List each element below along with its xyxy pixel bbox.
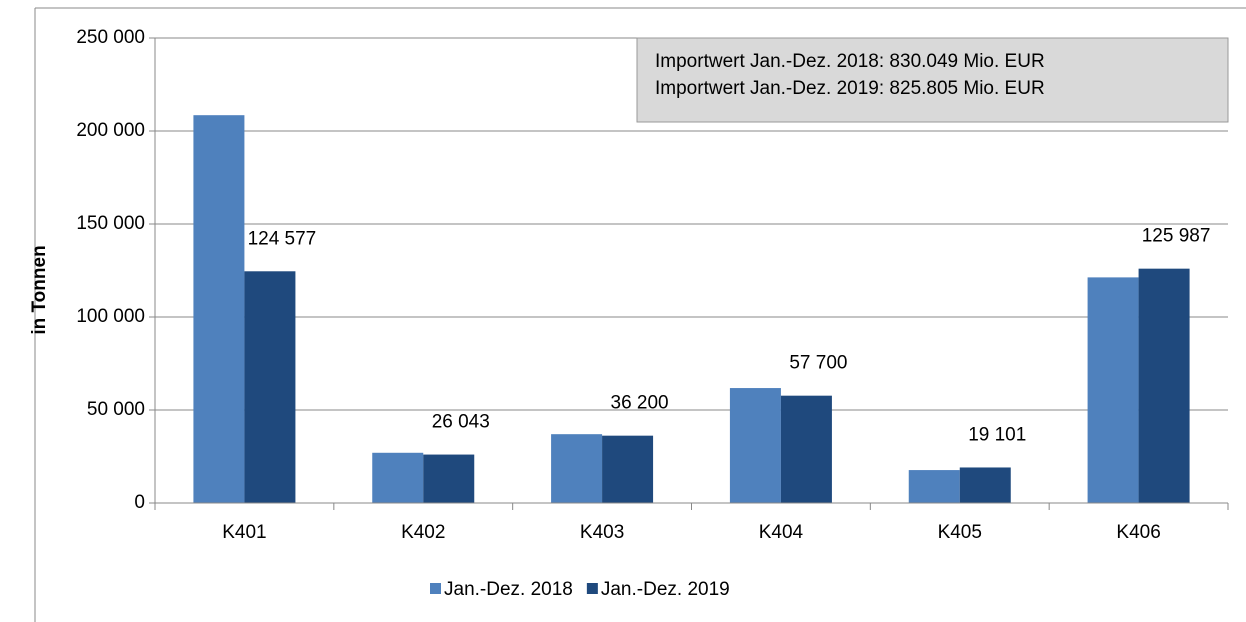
y-tick-label: 200 000 xyxy=(76,120,145,141)
x-tick-label: K403 xyxy=(580,522,624,543)
y-tick-label: 0 xyxy=(134,492,145,513)
y-tick-label: 150 000 xyxy=(76,213,145,234)
y-tick-label: 100 000 xyxy=(76,306,145,327)
x-tick-label: K401 xyxy=(222,522,266,543)
legend-swatch xyxy=(430,583,441,594)
annotation: Importwert Jan.-Dez. 2019: 825.805 Mio. … xyxy=(655,78,1045,99)
bar xyxy=(1087,277,1139,503)
data-label: 57 700 xyxy=(789,353,847,374)
x-tick-label: K404 xyxy=(759,522,804,543)
bar xyxy=(908,470,960,503)
data-label: 124 577 xyxy=(248,228,317,249)
annotation-box xyxy=(636,37,1229,123)
bar xyxy=(193,115,245,503)
x-tick-label: K405 xyxy=(938,522,982,543)
bar xyxy=(780,395,832,503)
legend-label: Jan.-Dez. 2019 xyxy=(601,579,730,600)
bar xyxy=(551,434,603,503)
bar xyxy=(244,271,296,503)
data-label: 125 987 xyxy=(1142,226,1211,247)
bar xyxy=(1138,268,1190,503)
y-tick-label: 250 000 xyxy=(76,27,145,48)
legend-swatch xyxy=(586,583,598,594)
annotation: Importwert Jan.-Dez. 2018: 830.049 Mio. … xyxy=(655,51,1045,72)
bar xyxy=(959,467,1011,503)
bar xyxy=(602,435,654,503)
data-label: 19 101 xyxy=(968,424,1026,445)
bar xyxy=(372,452,424,503)
bar xyxy=(729,388,781,503)
legend-label: Jan.-Dez. 2018 xyxy=(444,579,573,600)
x-tick-label: K402 xyxy=(401,522,445,543)
y-tick-label: 50 000 xyxy=(87,399,145,420)
y-axis-label: in Tonnen xyxy=(29,245,50,334)
x-tick-label: K406 xyxy=(1116,522,1160,543)
bar xyxy=(423,454,475,503)
data-label: 36 200 xyxy=(611,393,669,414)
data-label: 26 043 xyxy=(432,412,490,433)
